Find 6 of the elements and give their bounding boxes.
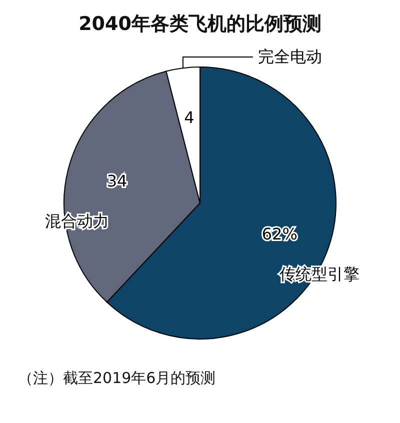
- data-label: 62%: [262, 224, 298, 244]
- data-label: 4: [184, 108, 194, 127]
- data-label: 34: [106, 172, 128, 191]
- text: （注）截至2019年6月的预测: [18, 368, 216, 388]
- slice-label: 完全电动: [258, 47, 322, 66]
- chart-title: 2040年各类飞机的比例预测: [78, 13, 322, 35]
